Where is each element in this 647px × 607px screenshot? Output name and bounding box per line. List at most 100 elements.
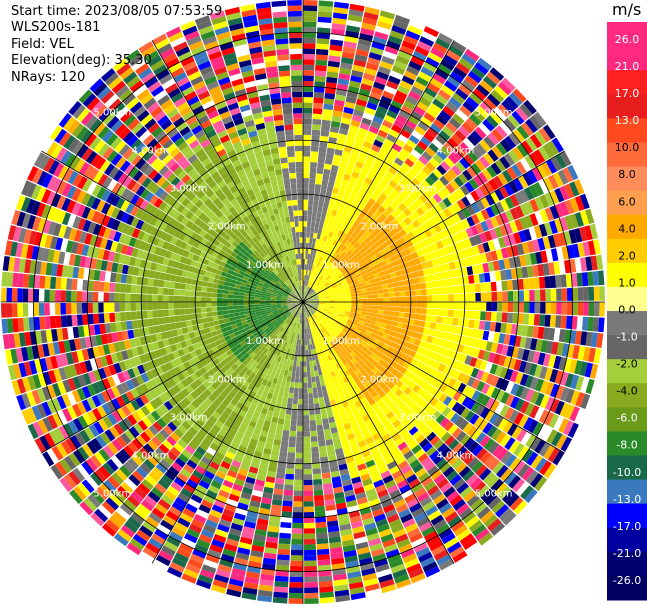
gate-cell <box>372 305 379 310</box>
gate-cell <box>323 98 335 105</box>
gate-cell <box>550 383 560 398</box>
gate-cell <box>209 442 220 452</box>
gate-cell <box>305 344 309 351</box>
gate-cell <box>425 393 434 404</box>
gate-cell <box>308 276 312 282</box>
gate-cell <box>303 442 311 448</box>
gate-cell <box>310 221 316 228</box>
gate-cell <box>433 118 445 130</box>
gate-cell <box>429 421 440 432</box>
gate-cell <box>545 159 558 174</box>
gate-cell <box>382 343 390 351</box>
gate-cell <box>355 251 362 258</box>
gate-cell <box>227 306 234 310</box>
gate-cell <box>494 85 509 99</box>
gate-cell <box>307 377 312 383</box>
gate-cell <box>396 258 404 265</box>
gate-cell <box>425 374 434 384</box>
gate-cell <box>318 397 325 404</box>
gate-cell <box>98 313 105 324</box>
gate-cell <box>519 103 533 118</box>
gate-cell <box>206 307 212 313</box>
gate-cell <box>356 295 363 299</box>
gate-cell <box>406 563 422 574</box>
gate-cell <box>388 311 395 316</box>
gate-cell <box>548 327 556 341</box>
gate-cell <box>318 304 325 307</box>
gate-cell <box>316 48 329 56</box>
gate-cell <box>289 348 293 355</box>
gate-cell <box>190 493 203 504</box>
gate-cell <box>381 201 390 210</box>
gate-cell <box>310 226 315 233</box>
gate-cell <box>321 240 326 247</box>
gate-cell <box>310 290 315 295</box>
gate-cell <box>309 282 313 288</box>
gate-cell <box>325 331 331 337</box>
gate-cell <box>315 359 320 366</box>
gate-cell <box>395 215 404 224</box>
gate-cell <box>403 70 418 81</box>
gate-cell <box>463 154 475 166</box>
gate-cell <box>365 459 376 468</box>
gate-cell <box>513 412 524 426</box>
gate-cell <box>249 302 255 305</box>
gate-cell <box>436 498 449 510</box>
gate-cell <box>363 11 379 21</box>
gate-cell <box>426 260 434 268</box>
gate-cell <box>361 512 373 521</box>
gate-cell <box>552 172 564 187</box>
gate-cell <box>328 219 334 227</box>
gate-cell <box>355 48 369 57</box>
gate-cell <box>542 263 550 276</box>
gate-cell <box>430 489 443 501</box>
gate-cell <box>362 140 373 149</box>
gate-cell <box>362 401 371 410</box>
gate-cell <box>313 249 317 256</box>
gate-cell <box>534 211 544 225</box>
gate-cell <box>318 580 333 588</box>
gate-cell <box>361 363 368 370</box>
gate-cell <box>310 425 317 432</box>
gate-cell <box>404 158 415 168</box>
gate-cell <box>506 493 520 508</box>
gate-cell <box>356 244 363 252</box>
gate-cell <box>368 398 376 406</box>
gate-cell <box>326 515 338 522</box>
gate-cell <box>319 591 334 599</box>
gate-cell <box>433 361 441 370</box>
gate-cell <box>378 237 386 245</box>
gate-cell <box>338 218 345 225</box>
gate-cell <box>303 86 314 92</box>
gate-cell <box>351 188 359 197</box>
gate-cell <box>458 285 465 294</box>
gate-cell <box>361 370 368 378</box>
gate-cell <box>200 529 215 539</box>
gate-cell <box>222 508 235 518</box>
gate-cell <box>330 264 336 270</box>
gate-cell <box>293 327 296 334</box>
gate-cell <box>365 436 374 445</box>
gate-cell <box>333 310 340 314</box>
gate-cell <box>490 399 500 412</box>
gate-cell <box>235 507 248 516</box>
gate-cell <box>325 439 334 446</box>
gate-cell <box>335 300 341 302</box>
gate-cell <box>200 307 207 313</box>
gate-cell <box>296 339 300 345</box>
gate-cell <box>404 307 411 313</box>
gate-cell <box>316 532 328 539</box>
gate-cell <box>237 427 246 435</box>
gate-cell <box>185 320 193 327</box>
gate-cell <box>439 347 447 356</box>
gate-cell <box>384 398 394 407</box>
gate-cell <box>294 339 298 345</box>
gate-cell <box>340 305 346 309</box>
gate-cell <box>535 251 543 264</box>
gate-cell <box>356 98 368 107</box>
gate-cell <box>313 305 319 308</box>
gate-cell <box>445 121 458 133</box>
gate-cell <box>508 357 517 370</box>
gate-cell <box>303 70 315 76</box>
gate-cell <box>431 410 442 421</box>
